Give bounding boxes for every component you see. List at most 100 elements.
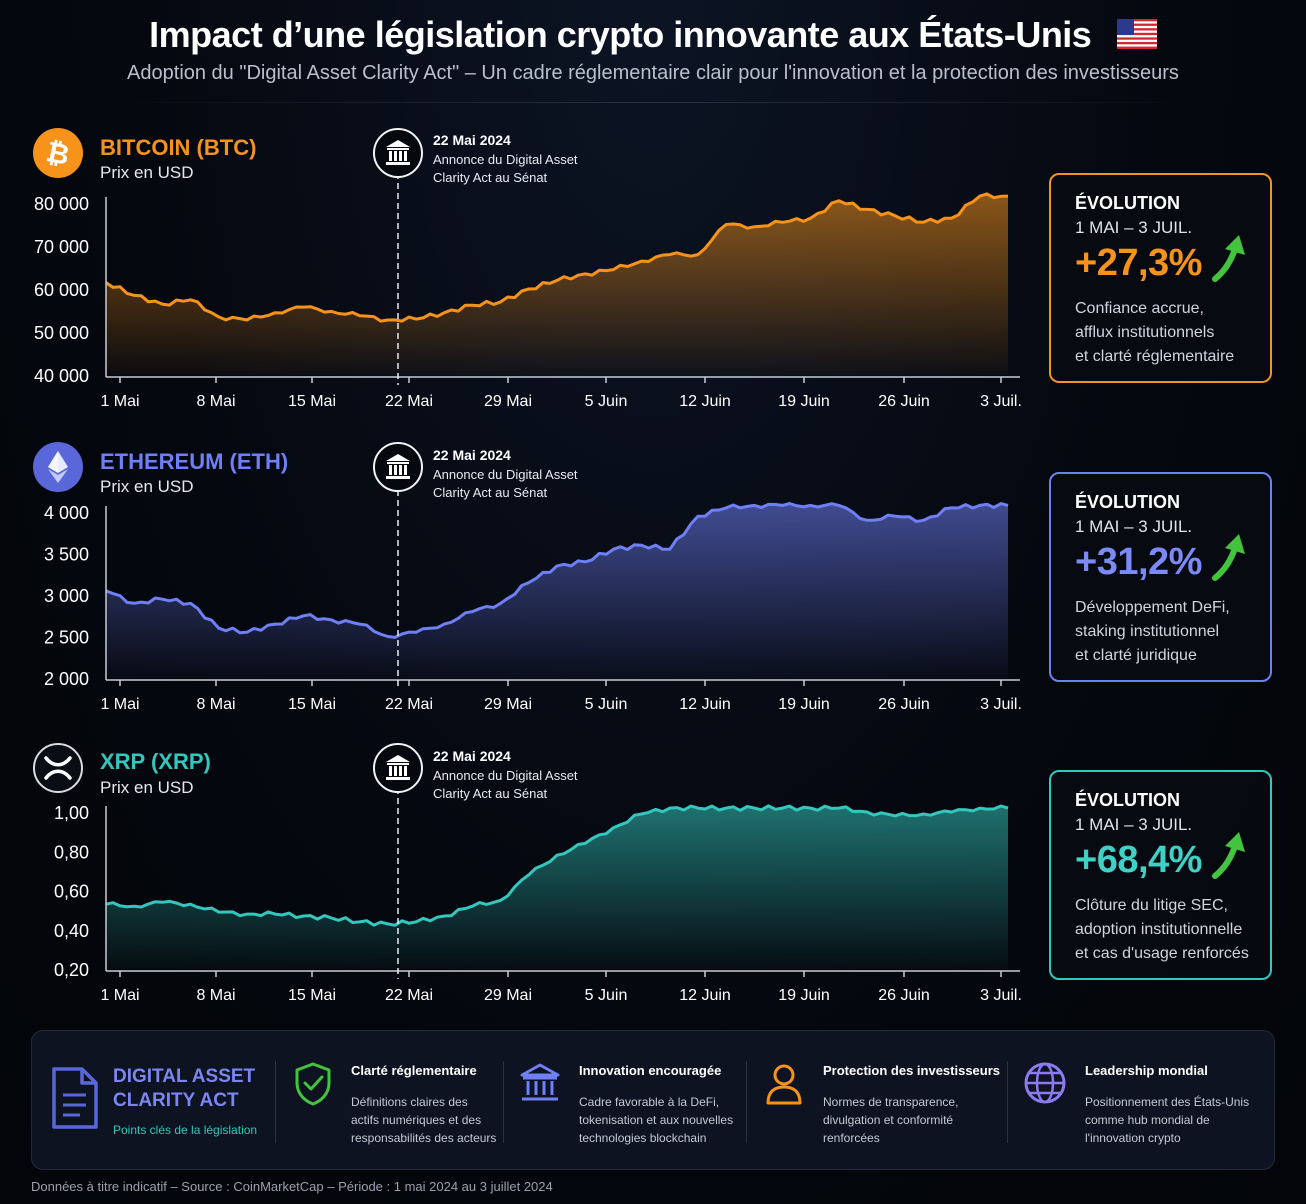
feature-description: Positionnement des États-Unis comme hub … (1085, 1093, 1265, 1147)
feature-desc-line: divulgation et conformité (823, 1113, 954, 1127)
annotation-date: 22 Mai 2024 (433, 447, 511, 463)
y-tick-label: 3 000 (44, 586, 89, 606)
panel-title: DIGITAL ASSET CLARITY ACT (113, 1065, 273, 1113)
y-tick-label: 60 000 (34, 280, 89, 300)
y-tick-label: 0,80 (54, 842, 89, 862)
evolution-period: 1 MAI – 3 JUIL. (1075, 517, 1193, 536)
y-tick-label: 1,00 (54, 803, 89, 823)
legislation-key-points-panel: DIGITAL ASSET CLARITY ACT Points clés de… (31, 1030, 1275, 1170)
feature-desc-line: Cadre favorable à la DeFi, (579, 1095, 720, 1109)
coin-unit: Prix en USD (100, 778, 194, 797)
x-tick-label: 19 Juin (778, 987, 830, 1004)
x-tick-label: 12 Juin (679, 987, 731, 1004)
x-tick-label: 19 Juin (778, 393, 830, 410)
document-icon (52, 1067, 98, 1129)
panel-title-line2: CLARITY ACT (113, 1090, 239, 1111)
evolution-desc-line: Développement DeFi, (1075, 599, 1230, 616)
feature-title: Protection des investisseurs (823, 1063, 1001, 1078)
bank-building-icon (520, 1063, 560, 1101)
panel-subtitle: Points clés de la législation (113, 1123, 258, 1137)
annotation-text: Annonce du Digital Asset Clarity Act au … (433, 767, 613, 803)
evolution-value: +27,3% (1075, 242, 1202, 284)
x-tick-label: 22 Mai (385, 393, 433, 410)
evolution-description: Clôture du litige SEC, adoption institut… (1075, 894, 1270, 966)
us-flag-icon (1116, 19, 1157, 50)
x-tick-label: 19 Juin (778, 696, 830, 713)
evolution-period: 1 MAI – 3 JUIL. (1075, 815, 1193, 834)
x-tick-label: 3 Juil. (980, 987, 1022, 1004)
y-tick-label: 2 000 (44, 669, 89, 689)
evolution-value: +68,4% (1075, 839, 1202, 881)
feature-title: Leadership mondial (1085, 1063, 1208, 1078)
annotation-line2: Clarity Act au Sénat (433, 170, 548, 185)
evolution-desc-line: et cas d'usage renforcés (1075, 945, 1249, 962)
x-tick-label: 22 Mai (385, 987, 433, 1004)
x-tick-label: 29 Mai (484, 987, 532, 1004)
x-tick-label: 12 Juin (679, 696, 731, 713)
panel-title-line1: DIGITAL ASSET (113, 1066, 256, 1087)
coin-unit: Prix en USD (100, 477, 194, 496)
evolution-card-eth: ÉVOLUTION 1 MAI – 3 JUIL. +31,2% Dévelop… (1049, 472, 1272, 682)
x-tick-label: 15 Mai (288, 393, 336, 410)
x-tick-label: 8 Mai (196, 393, 235, 410)
bank-building-icon (373, 442, 423, 492)
feature-desc-line: tokenisation et aux nouvelles (579, 1113, 734, 1127)
x-tick-label: 29 Mai (484, 696, 532, 713)
x-tick-label: 1 Mai (100, 393, 139, 410)
xrp-price-chart: 1,00 0,80 0,60 0,40 0,20 1 Mai 8 Mai 15 Mai 22 M… (54, 788, 1022, 1004)
divider (1007, 1061, 1008, 1143)
x-tick-label: 22 Mai (385, 696, 433, 713)
feature-description: Cadre favorable à la DeFi, tokenisation … (579, 1093, 759, 1147)
trend-up-arrow-icon (1212, 832, 1245, 879)
annotation-line1: Annonce du Digital Asset (433, 152, 578, 167)
annotation-date: 22 Mai 2024 (433, 132, 511, 148)
coin-name: BITCOIN (BTC) (100, 135, 257, 160)
feature-desc-line: responsabilités des acteurs (351, 1131, 497, 1145)
page-subtitle: Adoption du "Digital Asset Clarity Act" … (127, 62, 1179, 84)
divider (275, 1061, 276, 1143)
coin-name: XRP (XRP) (100, 749, 211, 774)
x-tick-label: 26 Juin (878, 987, 930, 1004)
evolution-desc-line: et clarté juridique (1075, 647, 1197, 664)
y-tick-label: 4 000 (44, 503, 89, 523)
evolution-value: +31,2% (1075, 541, 1202, 583)
feature-desc-line: Positionnement des États-Unis (1085, 1095, 1250, 1109)
x-tick-label: 8 Mai (196, 696, 235, 713)
x-tick-label: 3 Juil. (980, 393, 1022, 410)
evolution-description: Confiance accrue, afflux institutionnels… (1075, 297, 1270, 369)
annotation-line1: Annonce du Digital Asset (433, 768, 578, 783)
evolution-desc-line: Confiance accrue, (1075, 300, 1204, 317)
page-title: Impact d’une législation crypto innovant… (0, 14, 1306, 56)
x-tick-label: 1 Mai (100, 987, 139, 1004)
divider (746, 1061, 747, 1143)
x-tick-label: 12 Juin (679, 393, 731, 410)
feature-description: Normes de transparence, divulgation et c… (823, 1093, 1003, 1147)
annotation-text: Annonce du Digital Asset Clarity Act au … (433, 466, 613, 502)
evolution-desc-line: Clôture du litige SEC, (1075, 897, 1228, 914)
annotation-line1: Annonce du Digital Asset (433, 467, 578, 482)
y-tick-label: 3 500 (44, 545, 89, 565)
x-tick-label: 26 Juin (878, 393, 930, 410)
x-tick-label: 15 Mai (288, 696, 336, 713)
x-tick-label: 5 Juin (585, 987, 628, 1004)
bitcoin-icon: ₿ (33, 128, 83, 178)
feature-title: Clarté réglementaire (351, 1063, 477, 1078)
btc-price-chart: 80 000 70 000 60 000 50 000 40 000 1 Mai 8 Mai… (34, 173, 1022, 410)
evolution-description: Développement DeFi, staking institutionn… (1075, 596, 1270, 668)
coin-name: ETHEREUM (ETH) (100, 449, 289, 474)
footer-source-note: Données à titre indicatif – Source : Coi… (31, 1179, 553, 1194)
ethereum-icon (33, 442, 83, 492)
feature-desc-line: Normes de transparence, (823, 1095, 959, 1109)
feature-desc-line: comme hub mondial de (1085, 1113, 1210, 1127)
evolution-desc-line: staking institutionnel (1075, 623, 1220, 640)
x-tick-label: 1 Mai (100, 696, 139, 713)
feature-desc-line: actifs numériques et des (351, 1113, 482, 1127)
xrp-icon (33, 743, 83, 793)
feature-desc-line: technologies blockchain (579, 1131, 707, 1145)
y-tick-label: 70 000 (34, 237, 89, 257)
feature-description: Définitions claires des actifs numérique… (351, 1093, 531, 1147)
evolution-desc-line: afflux institutionnels (1075, 324, 1215, 341)
y-tick-label: 2 500 (44, 628, 89, 648)
bank-building-icon (373, 128, 423, 178)
evolution-desc-line: adoption institutionnelle (1075, 921, 1243, 938)
